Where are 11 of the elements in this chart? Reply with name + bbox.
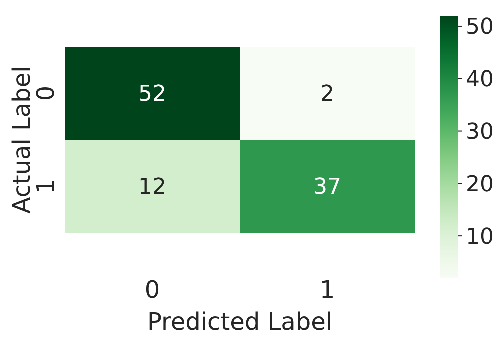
data-label: 12 (138, 175, 166, 200)
data-label: 2 (320, 82, 334, 108)
color-bar-label: 10 (466, 224, 494, 250)
y-axis-title: Actual Label (8, 66, 36, 214)
color-bar-label: 20 (466, 172, 494, 198)
color-bar-label: 40 (466, 68, 494, 93)
color-bar-label: 30 (466, 120, 494, 145)
x-axis-title: Predicted Label (147, 308, 333, 336)
data-label: 37 (314, 175, 342, 200)
color-bar-label: 50 (466, 15, 494, 40)
data-label: 52 (138, 82, 166, 108)
